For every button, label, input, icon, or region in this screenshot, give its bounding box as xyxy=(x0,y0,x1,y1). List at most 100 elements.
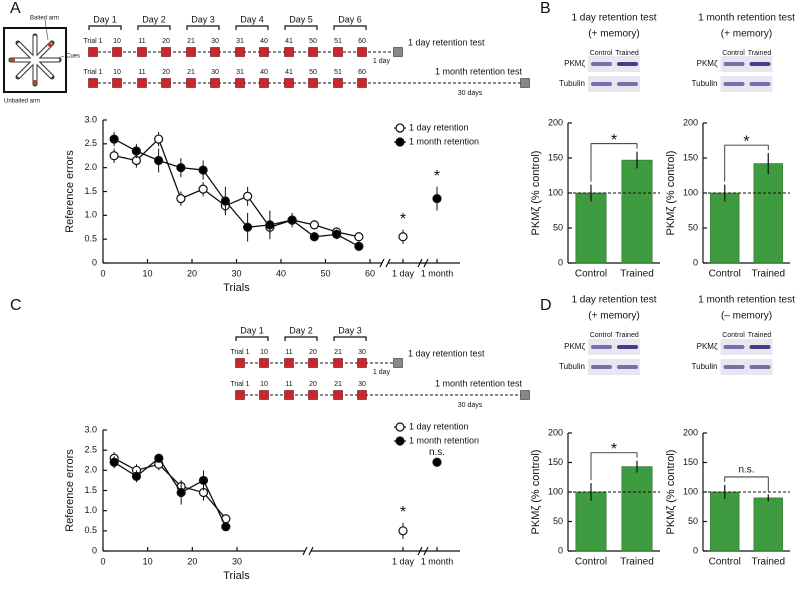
axis-break xyxy=(385,258,391,268)
axis-break xyxy=(417,546,423,556)
y-tick-label: 200 xyxy=(548,117,563,127)
trial-label: 11 xyxy=(285,381,292,388)
test-label: 1 month retention test xyxy=(435,66,523,76)
trial-label: 30 xyxy=(358,349,366,356)
day-bracket xyxy=(284,25,318,30)
blot-lane-label: Trained xyxy=(748,50,772,57)
y-axis-label: Reference errors xyxy=(64,150,76,233)
significance-bracket xyxy=(724,476,769,492)
day-label: Day 2 xyxy=(289,325,313,335)
trial-block xyxy=(357,47,367,57)
trial-block xyxy=(308,358,318,368)
trial-label: 10 xyxy=(260,381,268,388)
maze-label: Unbaited arm xyxy=(4,99,40,105)
trial-block xyxy=(112,47,122,57)
x-tick-label: Trained xyxy=(620,269,654,280)
blot-row-label: PKMζ xyxy=(564,342,585,351)
trial-block xyxy=(284,78,294,88)
x-tick-label: 1 day xyxy=(392,268,415,278)
bar xyxy=(575,192,607,264)
y-tick-label: 0 xyxy=(558,257,563,267)
y-tick-label: 150 xyxy=(683,152,698,162)
y-tick-label: 50 xyxy=(688,516,698,526)
trial-label: 51 xyxy=(334,38,342,45)
trial-label: Trial 1 xyxy=(230,381,249,388)
day-label: Day 6 xyxy=(338,14,362,24)
trial-label: 40 xyxy=(260,69,268,76)
trial-block xyxy=(308,78,318,88)
trial-block xyxy=(186,47,196,57)
trial-label: 30 xyxy=(358,381,366,388)
data-point xyxy=(198,475,209,486)
trial-label: Trial 1 xyxy=(230,349,249,356)
y-tick-label: 3.0 xyxy=(84,114,97,124)
trial-label: 20 xyxy=(309,349,317,356)
test-block xyxy=(393,358,403,368)
bar xyxy=(710,192,740,264)
x-tick-label: Trained xyxy=(751,269,785,280)
blot-band xyxy=(591,62,612,66)
significance: * xyxy=(743,133,749,150)
blot-strip xyxy=(588,76,640,92)
y-tick-label: 100 xyxy=(683,486,698,496)
gap-label: 1 day xyxy=(373,58,391,65)
trial-label: Trial 1 xyxy=(83,38,102,45)
blot-strip xyxy=(720,56,773,72)
trial-label: 31 xyxy=(236,38,244,45)
y-tick-label: 1.0 xyxy=(84,505,97,515)
x-tick-label: 10 xyxy=(142,268,152,278)
blot-row-label: Tubulin xyxy=(559,79,585,88)
blot-strip xyxy=(588,339,640,355)
data-point xyxy=(109,457,119,467)
blot-lane-label: Control xyxy=(590,50,613,57)
trial-label: 50 xyxy=(309,69,317,76)
gap-label: 30 days xyxy=(458,90,483,97)
y-tick-label: 50 xyxy=(688,222,698,232)
trial-block xyxy=(161,78,171,88)
y-tick-label: 0 xyxy=(558,545,563,555)
gap-label: 30 days xyxy=(458,402,483,409)
y-tick-label: 2.5 xyxy=(84,445,97,455)
data-point xyxy=(243,222,253,232)
panel-label: D xyxy=(540,297,552,314)
y-tick-label: 0 xyxy=(92,545,97,555)
y-axis-label: Reference errors xyxy=(64,449,76,532)
blot-strip xyxy=(720,339,773,355)
significance: * xyxy=(400,504,406,521)
x-tick-label: 20 xyxy=(187,268,197,278)
x-tick-label: 30 xyxy=(232,556,242,566)
trial-label: 21 xyxy=(187,69,195,76)
x-tick-label: 50 xyxy=(320,268,330,278)
trial-label: 30 xyxy=(211,38,219,45)
blot-row-label: PKMζ xyxy=(697,342,718,351)
y-tick-label: 2.0 xyxy=(84,465,97,475)
trial-label: 40 xyxy=(260,38,268,45)
blot-row-label: Tubulin xyxy=(692,79,718,88)
test-block xyxy=(393,47,403,57)
data-point xyxy=(287,215,297,225)
trial-block xyxy=(137,47,147,57)
x-tick-label: 0 xyxy=(100,556,105,566)
y-tick-label: 1.5 xyxy=(84,186,97,196)
test-block xyxy=(520,390,530,400)
trial-label: 11 xyxy=(138,38,145,45)
data-point xyxy=(198,165,208,175)
y-tick-label: 50 xyxy=(553,222,563,232)
axis-break xyxy=(379,258,385,268)
significance: * xyxy=(434,168,440,185)
day-bracket xyxy=(235,25,269,30)
series-line xyxy=(113,457,227,520)
day-label: Day 1 xyxy=(240,325,264,335)
trial-block xyxy=(357,358,367,368)
y-tick-label: 50 xyxy=(553,516,563,526)
axis-break xyxy=(308,546,314,556)
trial-block xyxy=(259,78,269,88)
trial-block xyxy=(333,78,343,88)
y-tick-label: 150 xyxy=(548,152,563,162)
trial-label: 10 xyxy=(113,69,121,76)
trial-label: 41 xyxy=(285,38,293,45)
test-label: 1 day retention test xyxy=(408,37,485,47)
axis-break xyxy=(423,546,429,556)
trial-label: 10 xyxy=(260,349,268,356)
